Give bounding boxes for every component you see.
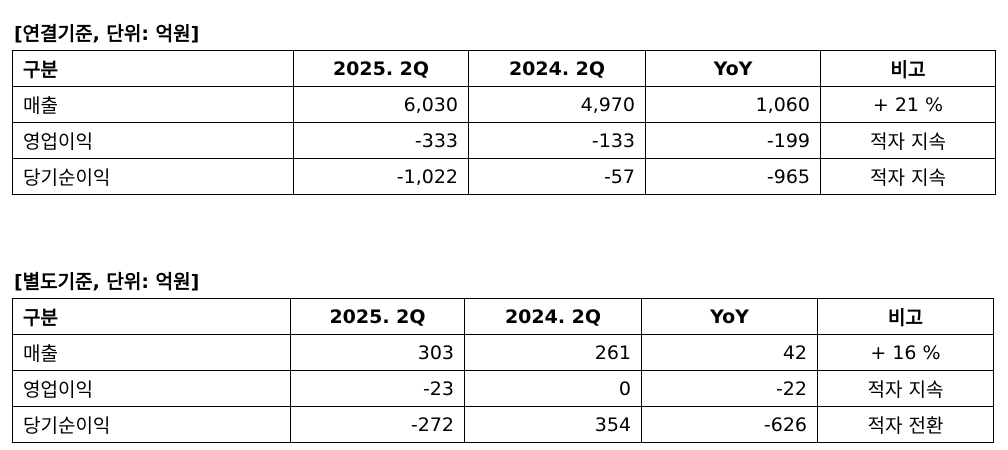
cell: -626 bbox=[641, 406, 818, 443]
header-cell: 2025. 2Q bbox=[290, 298, 465, 335]
cell: 당기순이익 bbox=[12, 406, 291, 443]
cell: 1,060 bbox=[645, 86, 821, 123]
table-block: [연결기준, 단위: 억원] 구분 2025. 2Q 2024. 2Q YoY 비고 매출 6… bbox=[12, 18, 996, 195]
cell: + 16 % bbox=[817, 334, 994, 371]
header-cell: 2024. 2Q bbox=[464, 298, 642, 335]
cell: -333 bbox=[293, 122, 469, 159]
cell: 42 bbox=[641, 334, 818, 371]
header-cell: YoY bbox=[645, 50, 821, 87]
header-row: 구분 2025. 2Q 2024. 2Q YoY 비고 bbox=[12, 298, 994, 335]
header-cell: 구분 bbox=[12, 298, 291, 335]
cell: 당기순이익 bbox=[12, 158, 294, 195]
cell: -22 bbox=[641, 370, 818, 407]
table: 구분 2025. 2Q 2024. 2Q YoY 비고 매출 303 261 42 + 16 % 영… bbox=[12, 298, 994, 443]
header-cell: 구분 bbox=[12, 50, 294, 87]
row: 당기순이익 -272 354 -626 적자 전환 bbox=[12, 406, 994, 443]
cell: 354 bbox=[464, 406, 642, 443]
cell: -272 bbox=[290, 406, 465, 443]
header-row: 구분 2025. 2Q 2024. 2Q YoY 비고 bbox=[12, 50, 996, 87]
header-cell: 비고 bbox=[817, 298, 994, 335]
cell: -57 bbox=[468, 158, 646, 195]
table-title: [별도기준, 단위: 억원] bbox=[14, 271, 200, 293]
table: 구분 2025. 2Q 2024. 2Q YoY 비고 매출 6,030 4,970 1,060… bbox=[12, 50, 996, 195]
table-title: [연결기준, 단위: 억원] bbox=[14, 23, 200, 45]
table-block: [별도기준, 단위: 억원] 구분 2025. 2Q 2024. 2Q YoY 비고 매출 3… bbox=[12, 266, 994, 443]
row: 매출 303 261 42 + 16 % bbox=[12, 334, 994, 371]
cell: -133 bbox=[468, 122, 646, 159]
row: 영업이익 -23 0 -22 적자 지속 bbox=[12, 370, 994, 407]
cell: -23 bbox=[290, 370, 465, 407]
cell: + 21 % bbox=[820, 86, 996, 123]
row: 영업이익 -333 -133 -199 적자 지속 bbox=[12, 122, 996, 159]
table-body: 구분 2025. 2Q 2024. 2Q YoY 비고 매출 303 261 42 + 16 % 영… bbox=[12, 298, 994, 443]
table-body: 구분 2025. 2Q 2024. 2Q YoY 비고 매출 6,030 4,970 1,060… bbox=[12, 50, 996, 195]
header-cell: 2024. 2Q bbox=[468, 50, 646, 87]
cell: 영업이익 bbox=[12, 370, 291, 407]
cell: 적자 지속 bbox=[820, 122, 996, 159]
cell: 매출 bbox=[12, 334, 291, 371]
row: 매출 6,030 4,970 1,060 + 21 % bbox=[12, 86, 996, 123]
cell: 적자 지속 bbox=[817, 370, 994, 407]
header-cell: 비고 bbox=[820, 50, 996, 87]
cell: 0 bbox=[464, 370, 642, 407]
cell: 303 bbox=[290, 334, 465, 371]
cell: 6,030 bbox=[293, 86, 469, 123]
cell: 영업이익 bbox=[12, 122, 294, 159]
row: 당기순이익 -1,022 -57 -965 적자 지속 bbox=[12, 158, 996, 195]
cell: 적자 전환 bbox=[817, 406, 994, 443]
cell: -199 bbox=[645, 122, 821, 159]
cell: 4,970 bbox=[468, 86, 646, 123]
cell: 매출 bbox=[12, 86, 294, 123]
cell: 적자 지속 bbox=[820, 158, 996, 195]
header-cell: 2025. 2Q bbox=[293, 50, 469, 87]
cell: -1,022 bbox=[293, 158, 469, 195]
cell: 261 bbox=[464, 334, 642, 371]
cell: -965 bbox=[645, 158, 821, 195]
header-cell: YoY bbox=[641, 298, 818, 335]
